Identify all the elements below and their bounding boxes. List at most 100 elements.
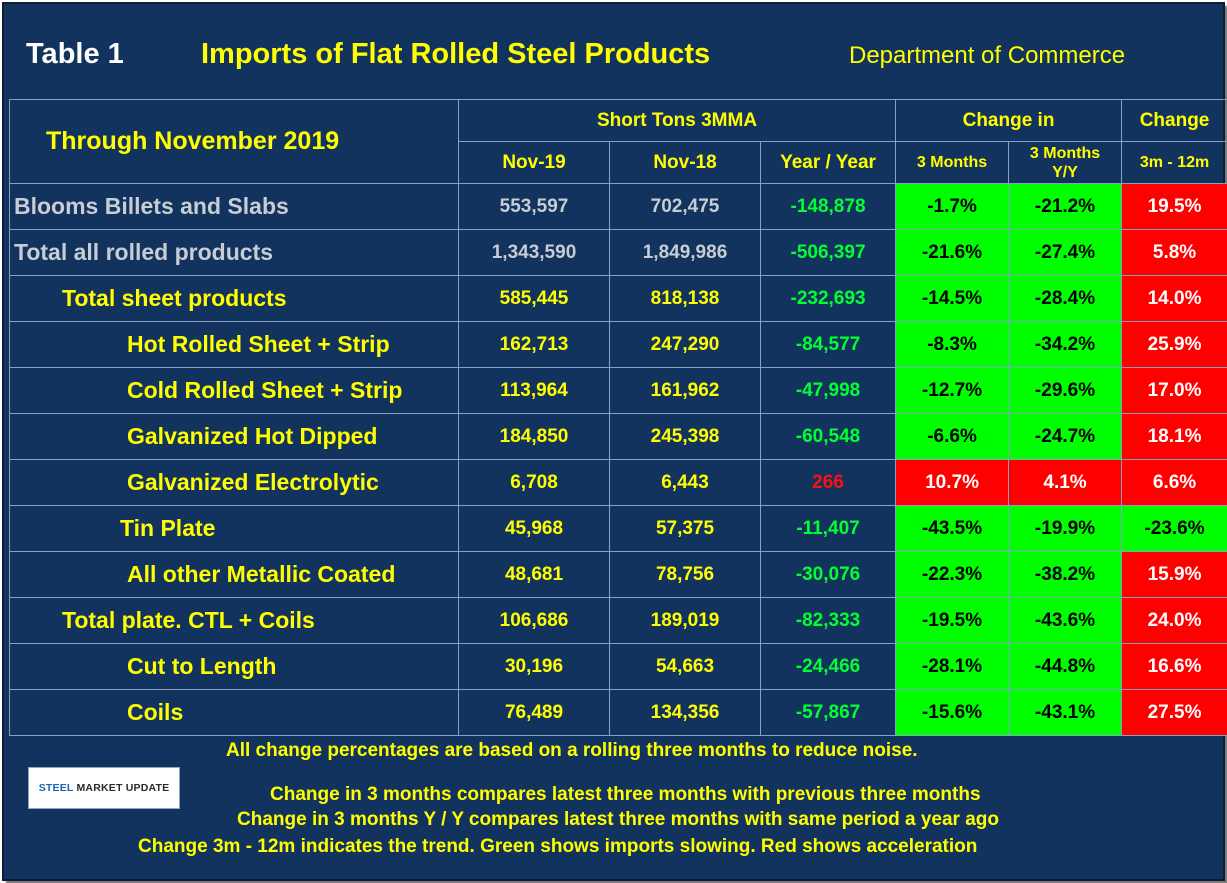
cell-yoy: -84,577	[759, 321, 897, 368]
yoy-header: Year / Year	[759, 141, 897, 184]
row-label: Total sheet products	[9, 275, 459, 322]
table-row: Galvanized Hot Dipped 184,850 245,398 -6…	[9, 413, 1227, 460]
change-in-header: Change in	[895, 99, 1123, 142]
note-trend: Change 3m - 12m indicates the trend. Gre…	[138, 836, 978, 857]
short-tons-header: Short Tons 3MMA	[457, 99, 897, 142]
logo-word-market-update: MARKET UPDATE	[73, 782, 170, 794]
table-row: Total sheet products 585,445 818,138 -23…	[9, 275, 1227, 322]
note-3m-yy: Change in 3 months Y / Y compares latest…	[237, 809, 999, 830]
three-months-yy-line2: Y/Y	[1052, 163, 1078, 181]
cell-nov19: 76,489	[458, 689, 610, 736]
nov19-header: Nov-19	[458, 141, 610, 184]
cell-nov18: 1,849,986	[609, 229, 761, 276]
cell-3m: -22.3%	[895, 551, 1010, 598]
cell-trend: 6.6%	[1121, 459, 1227, 506]
cell-nov19: 162,713	[458, 321, 610, 368]
cell-trend: 18.1%	[1121, 413, 1227, 460]
note-3m: Change in 3 months compares latest three…	[270, 784, 981, 805]
cell-3m: -1.7%	[895, 183, 1010, 230]
source-label: Department of Commerce	[849, 42, 1126, 69]
cell-yoy: -47,998	[759, 367, 897, 414]
cell-3m-yy: -43.6%	[1008, 597, 1123, 644]
cell-yoy: -11,407	[759, 505, 897, 552]
cell-3m: -8.3%	[895, 321, 1010, 368]
table-row: Blooms Billets and Slabs 553,597 702,475…	[9, 183, 1227, 230]
cell-nov19: 30,196	[458, 643, 610, 690]
cell-nov18: 161,962	[609, 367, 761, 414]
table-row: Tin Plate 45,968 57,375 -11,407 -43.5% -…	[9, 505, 1227, 552]
cell-yoy: -148,878	[759, 183, 897, 230]
cell-3m-yy: -34.2%	[1008, 321, 1123, 368]
cell-3m: -6.6%	[895, 413, 1010, 460]
cell-3m-yy: -28.4%	[1008, 275, 1123, 322]
cell-nov19: 1,343,590	[458, 229, 610, 276]
cell-yoy: -232,693	[759, 275, 897, 322]
cell-trend: 27.5%	[1121, 689, 1227, 736]
table-label: Table 1	[26, 38, 124, 70]
cell-nov19: 113,964	[458, 367, 610, 414]
cell-yoy: -24,466	[759, 643, 897, 690]
three-months-header: 3 Months	[895, 141, 1010, 184]
cell-nov19: 6,708	[458, 459, 610, 506]
imports-table: Through November 2019 Short Tons 3MMA Ch…	[9, 99, 1227, 736]
cell-yoy: 266	[759, 459, 897, 506]
cell-trend: 19.5%	[1121, 183, 1227, 230]
cell-trend: 15.9%	[1121, 551, 1227, 598]
row-label: All other Metallic Coated	[9, 551, 459, 598]
cell-nov18: 189,019	[609, 597, 761, 644]
row-label: Total plate. CTL + Coils	[9, 597, 459, 644]
note-rolling: All change percentages are based on a ro…	[226, 740, 918, 761]
cell-3m: -15.6%	[895, 689, 1010, 736]
title-row: Table 1 Imports of Flat Rolled Steel Pro…	[4, 4, 1223, 100]
cell-3m-yy: -44.8%	[1008, 643, 1123, 690]
cell-3m: -19.5%	[895, 597, 1010, 644]
logo-text: STEEL MARKET UPDATE	[39, 782, 170, 794]
cell-trend: 25.9%	[1121, 321, 1227, 368]
table-row: Hot Rolled Sheet + Strip 162,713 247,290…	[9, 321, 1227, 368]
trend-header: 3m - 12m	[1121, 141, 1227, 184]
cell-nov18: 54,663	[609, 643, 761, 690]
cell-nov19: 585,445	[458, 275, 610, 322]
cell-trend: 14.0%	[1121, 275, 1227, 322]
table-row: Total all rolled products 1,343,590 1,84…	[9, 229, 1227, 276]
row-label: Galvanized Hot Dipped	[9, 413, 459, 460]
three-months-yy-header: 3 Months Y/Y	[1008, 141, 1123, 184]
cell-nov19: 106,686	[458, 597, 610, 644]
logo-word-steel: STEEL	[38, 782, 74, 794]
cell-trend: 16.6%	[1121, 643, 1227, 690]
cell-nov18: 57,375	[609, 505, 761, 552]
row-label: Cold Rolled Sheet + Strip	[9, 367, 459, 414]
table-row: Total plate. CTL + Coils 106,686 189,019…	[9, 597, 1227, 644]
cell-3m-yy: -29.6%	[1008, 367, 1123, 414]
cell-yoy: -82,333	[759, 597, 897, 644]
cell-3m: -43.5%	[895, 505, 1010, 552]
cell-nov19: 553,597	[458, 183, 610, 230]
three-months-yy-line1: 3 Months	[1029, 144, 1101, 162]
cell-nov18: 245,398	[609, 413, 761, 460]
cell-trend: 24.0%	[1121, 597, 1227, 644]
cell-yoy: -57,867	[759, 689, 897, 736]
table-row: Cut to Length 30,196 54,663 -24,466 -28.…	[9, 643, 1227, 690]
table-row: Cold Rolled Sheet + Strip 113,964 161,96…	[9, 367, 1227, 414]
row-label: Cut to Length	[9, 643, 459, 690]
cell-3m-yy: 4.1%	[1008, 459, 1123, 506]
cell-3m: -28.1%	[895, 643, 1010, 690]
cell-yoy: -506,397	[759, 229, 897, 276]
table-row: Coils 76,489 134,356 -57,867 -15.6% -43.…	[9, 689, 1227, 736]
cell-nov18: 134,356	[609, 689, 761, 736]
cell-3m: -21.6%	[895, 229, 1010, 276]
row-label: Coils	[9, 689, 459, 736]
through-header: Through November 2019	[9, 99, 459, 184]
cell-3m-yy: -27.4%	[1008, 229, 1123, 276]
steel-market-update-logo: STEEL MARKET UPDATE	[28, 767, 180, 809]
cell-3m: -14.5%	[895, 275, 1010, 322]
cell-nov18: 247,290	[609, 321, 761, 368]
nov18-header: Nov-18	[609, 141, 761, 184]
change-header: Change	[1121, 99, 1227, 142]
cell-3m-yy: -38.2%	[1008, 551, 1123, 598]
row-label: Blooms Billets and Slabs	[9, 183, 459, 230]
table-row: All other Metallic Coated 48,681 78,756 …	[9, 551, 1227, 598]
cell-3m: -12.7%	[895, 367, 1010, 414]
cell-nov18: 78,756	[609, 551, 761, 598]
